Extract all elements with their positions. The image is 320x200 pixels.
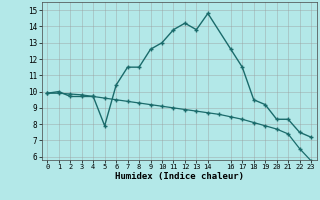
X-axis label: Humidex (Indice chaleur): Humidex (Indice chaleur) [115,172,244,181]
